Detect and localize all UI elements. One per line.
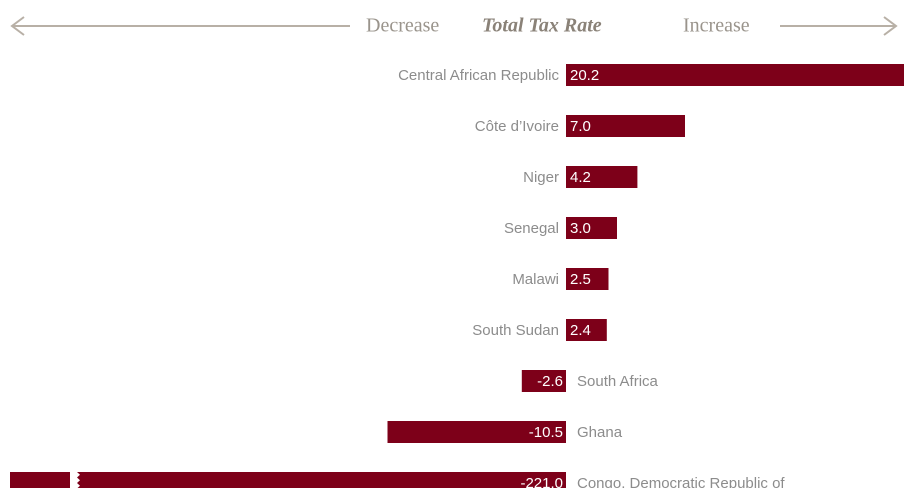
header: Decrease Total Tax Rate Increase xyxy=(10,15,898,37)
left-arrow-head xyxy=(10,16,25,36)
category-label: Senegal xyxy=(504,220,559,237)
category-label: Malawi xyxy=(512,271,559,288)
bar xyxy=(566,268,609,290)
category-label: Niger xyxy=(523,169,559,186)
value-label: -2.6 xyxy=(537,373,563,390)
value-label: -10.5 xyxy=(529,424,563,441)
category-label: Central African Republic xyxy=(398,67,559,84)
bar xyxy=(566,319,607,341)
category-label: Ghana xyxy=(577,424,623,441)
category-label: South Africa xyxy=(577,373,659,390)
value-label: 7.0 xyxy=(570,118,591,135)
right-arrow-head xyxy=(883,16,898,36)
bar xyxy=(387,421,566,443)
increase-label: Increase xyxy=(683,15,750,37)
value-label: 2.5 xyxy=(570,271,591,288)
value-label: 20.2 xyxy=(570,67,599,84)
bar xyxy=(566,64,904,86)
decrease-label: Decrease xyxy=(366,15,439,37)
category-label: South Sudan xyxy=(472,322,559,339)
value-label: -221.0 xyxy=(520,475,563,488)
bar xyxy=(10,472,566,488)
bar xyxy=(521,370,566,392)
category-label: Côte d’Ivoire xyxy=(475,118,559,135)
bar xyxy=(566,166,638,188)
value-label: 3.0 xyxy=(570,220,591,237)
category-label: Congo, Democratic Republic of xyxy=(577,475,785,488)
bar xyxy=(566,115,685,137)
chart-title: Total Tax Rate xyxy=(482,15,602,37)
value-label: 2.4 xyxy=(570,322,591,339)
bar xyxy=(566,217,617,239)
axis-break xyxy=(70,472,80,488)
value-label: 4.2 xyxy=(570,169,591,186)
